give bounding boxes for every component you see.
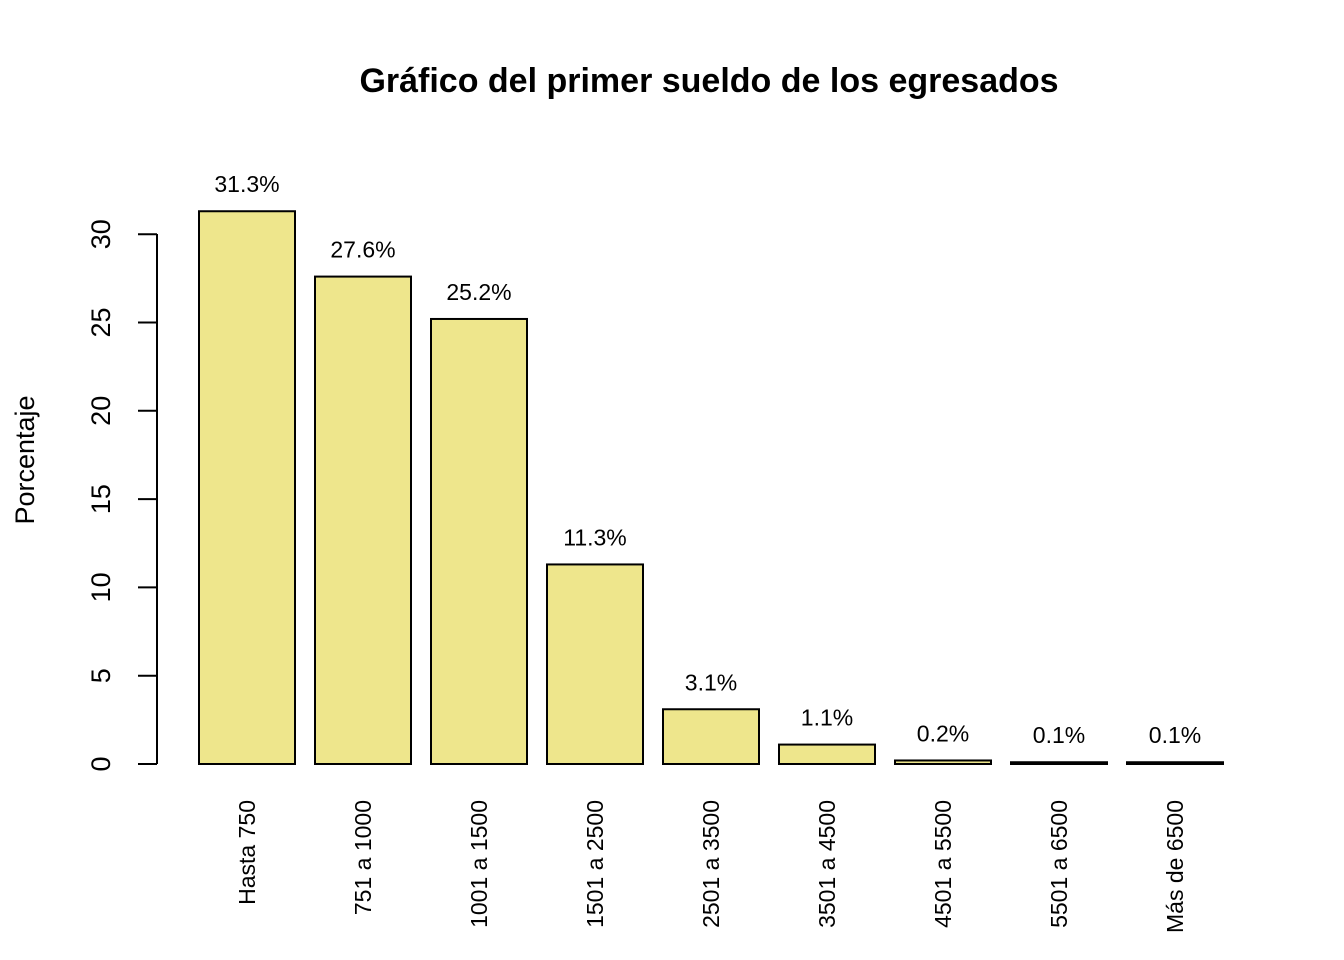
bar	[314, 275, 412, 765]
bar	[1010, 761, 1108, 766]
bar-data-label: 0.1%	[1149, 722, 1201, 748]
bar-data-label: 1.1%	[801, 705, 853, 731]
bar-data-label: 0.2%	[917, 720, 969, 746]
bar-data-label: 25.2%	[446, 279, 511, 305]
y-tick-label: 5	[86, 668, 116, 683]
bar-data-label: 27.6%	[330, 237, 395, 263]
y-axis-ticks: 0 5 10 15 20 25 30	[86, 219, 157, 772]
bar	[894, 759, 992, 766]
y-tick-label: 0	[86, 756, 116, 771]
y-tick-label: 15	[86, 484, 116, 514]
category-label: 5501 a 6500	[1046, 800, 1072, 928]
bar-data-label: 0.1%	[1033, 722, 1085, 748]
category-labels-group: Hasta 750 751 a 1000 1001 a 1500 1501 a 250…	[234, 800, 1188, 933]
bar-data-label: 31.3%	[214, 171, 279, 197]
category-label: 2501 a 3500	[698, 800, 724, 928]
data-labels-group: 31.3% 27.6% 25.2% 11.3% 3.1% 1.1% 0.2% 0.1% 0.1%	[214, 171, 1201, 748]
category-label: 4501 a 5500	[930, 800, 956, 928]
category-label: Más de 6500	[1162, 800, 1188, 933]
category-label: 1001 a 1500	[466, 800, 492, 928]
bar-data-label: 3.1%	[685, 669, 737, 695]
y-tick-label: 30	[86, 219, 116, 249]
category-label: 1501 a 2500	[582, 800, 608, 928]
category-label: 751 a 1000	[350, 800, 376, 915]
bar	[662, 708, 760, 766]
bar	[198, 210, 296, 765]
chart-title: Gráfico del primer sueldo de los egresad…	[359, 62, 1058, 100]
bar-data-label: 11.3%	[563, 524, 627, 550]
y-tick-label: 20	[86, 396, 116, 426]
bar	[1126, 761, 1224, 766]
bar	[546, 563, 644, 766]
y-tick-label: 10	[86, 572, 116, 602]
category-label: Hasta 750	[234, 800, 260, 905]
bars-group	[198, 210, 1224, 766]
bar	[778, 743, 876, 765]
y-axis-label: Porcentaje	[10, 395, 40, 524]
bar	[430, 317, 528, 765]
y-tick-label: 25	[86, 307, 116, 337]
category-label: 3501 a 4500	[814, 800, 840, 928]
